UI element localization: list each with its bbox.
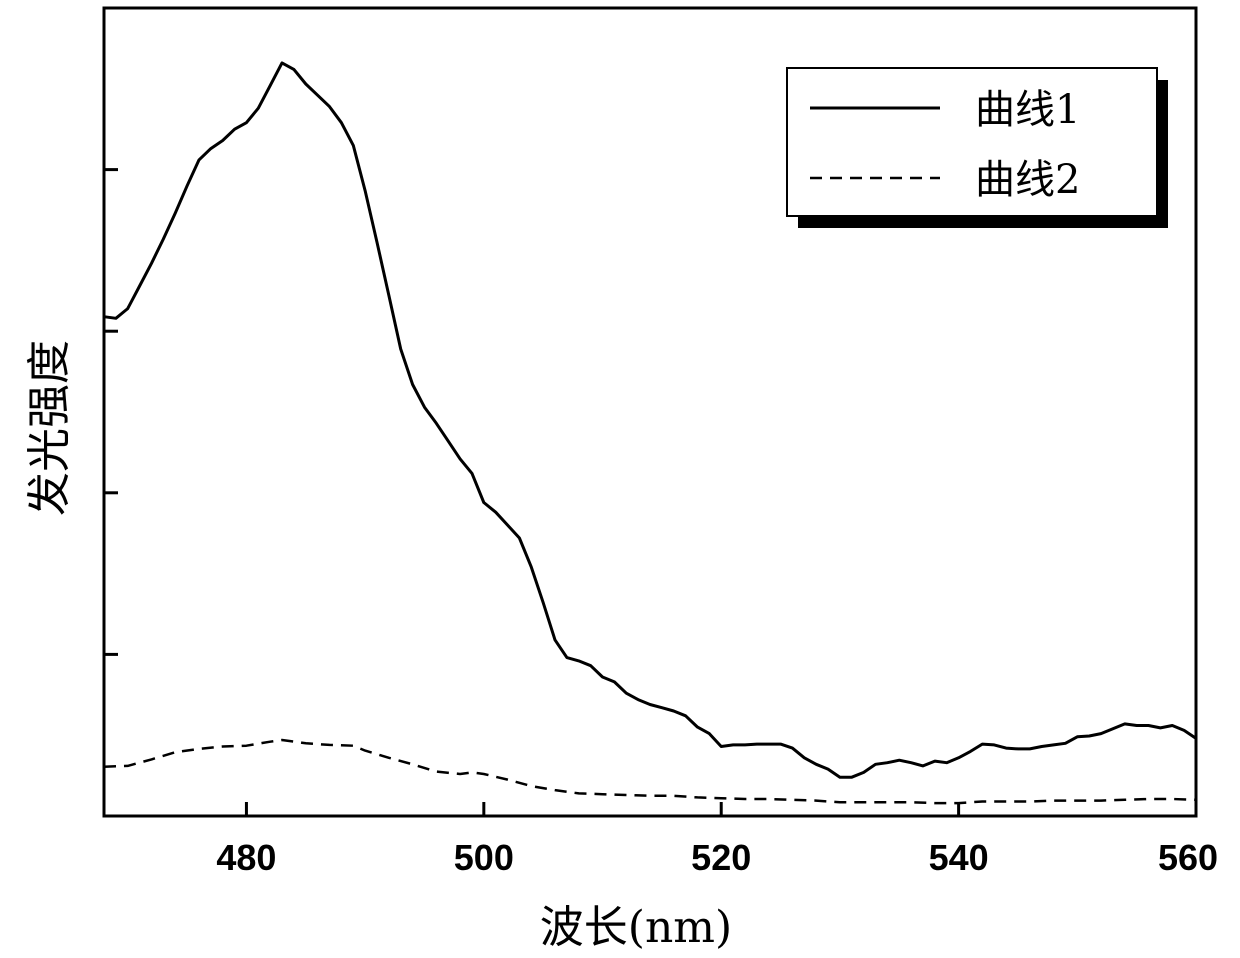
plot-frame (102, 6, 1198, 818)
x-axis-title: 波长(nm) (540, 902, 732, 953)
x-tick-label: 520 (691, 837, 751, 878)
x-tick-label: 500 (454, 837, 514, 878)
legend-label-series-2: 曲线2 (975, 157, 1080, 203)
x-tick-label: 540 (929, 837, 989, 878)
series-lines (103, 61, 1197, 805)
series-line-2 (103, 738, 1197, 805)
y-axis-title: 发光强度 (24, 340, 75, 516)
legend-label-series-1: 曲线1 (975, 87, 1080, 133)
series-line-1 (103, 61, 1197, 779)
x-tick-label: 480 (216, 837, 276, 878)
legend-box (786, 67, 1158, 217)
legend: 曲线1 曲线2 (786, 67, 1168, 228)
x-tick-labels: 480 500 520 540 560 (216, 837, 1218, 878)
x-tick-label: 560 (1158, 837, 1218, 878)
